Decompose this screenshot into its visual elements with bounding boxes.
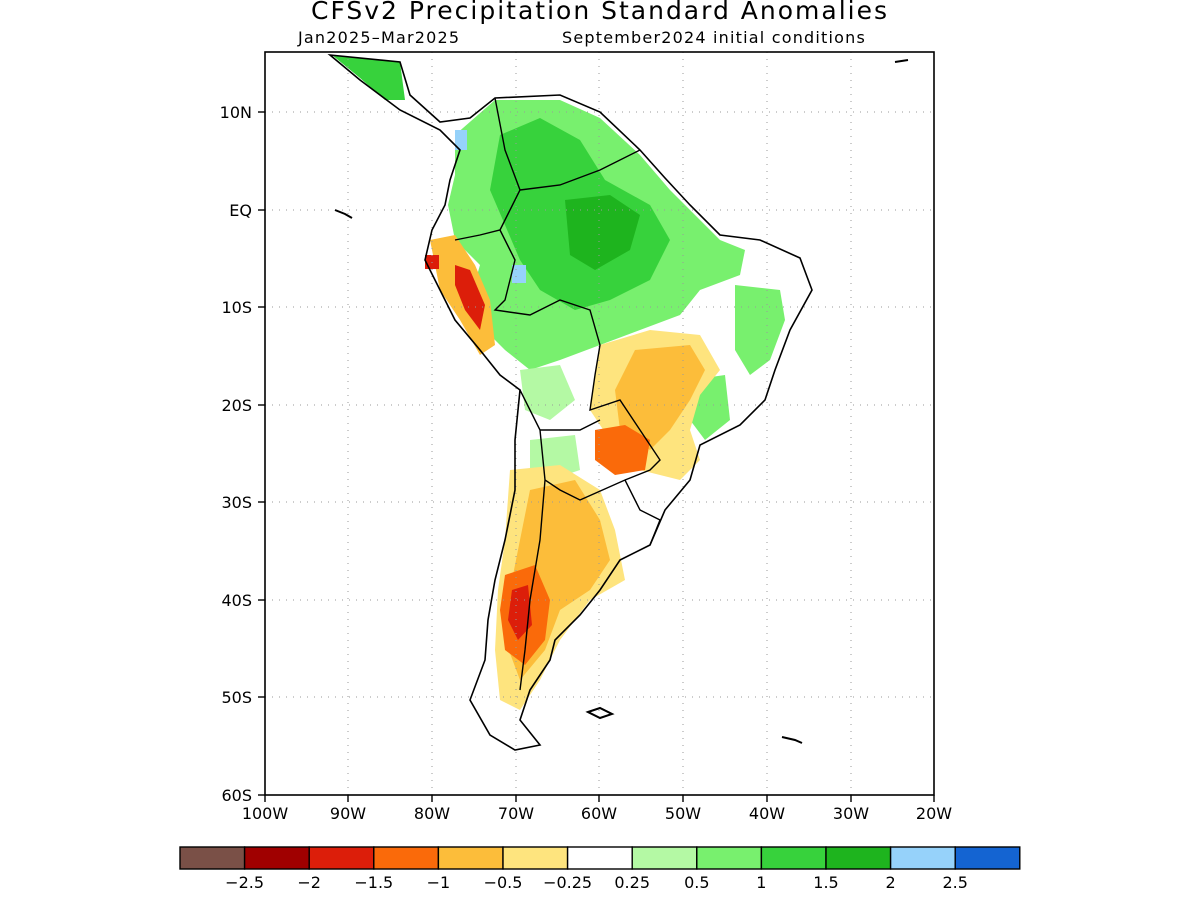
wet-spot-colombia (455, 130, 467, 150)
lon-label: 50W (665, 804, 701, 823)
dry-anomaly-patagonia-core (508, 585, 532, 640)
longitude-labels: 100W 90W 80W 70W 60W 50W 40W 30W 20W (242, 804, 952, 823)
lat-label: 60S (221, 786, 252, 805)
lon-label: 40W (749, 804, 785, 823)
wet-spot-peru (512, 265, 526, 283)
dry-anomaly-paraguay (595, 425, 650, 475)
colorbar-swatch (179, 846, 246, 870)
colorbar-label: 0.5 (684, 873, 709, 892)
caribbean-islands (894, 59, 909, 63)
latitude-labels: 10N EQ 10S 20S 30S 40S 50S 60S (220, 103, 252, 805)
lon-label: 90W (330, 804, 366, 823)
lon-label: 80W (414, 804, 450, 823)
south-georgia (781, 736, 803, 744)
colorbar-swatch (760, 846, 827, 870)
falkland-islands (585, 706, 615, 720)
map-title: CFSv2 Precipitation Standard Anomalies (310, 0, 889, 25)
anomaly-layer (330, 55, 812, 750)
colorbar (179, 846, 1021, 870)
lon-label: 100W (242, 804, 289, 823)
initial-conditions-label: September2024 initial conditions (562, 28, 867, 47)
colorbar-label: 2 (886, 873, 896, 892)
lat-label: 50S (221, 688, 252, 707)
colorbar-label: 2.5 (942, 873, 967, 892)
lat-label: 20S (221, 396, 252, 415)
colorbar-swatch (696, 846, 763, 870)
lon-label: 20W (916, 804, 952, 823)
dry-anomaly-peru-core (455, 265, 485, 330)
colorbar-swatch (308, 846, 375, 870)
lon-label: 70W (498, 804, 534, 823)
lat-label: 10S (221, 298, 252, 317)
axis-ticks (258, 111, 935, 802)
colorbar-label: 1 (756, 873, 766, 892)
colorbar-label: −1.5 (354, 873, 393, 892)
lon-label: 30W (833, 804, 869, 823)
lat-label: 10N (220, 103, 252, 122)
colorbar-swatch (954, 846, 1021, 870)
colorbar-label: −0.25 (543, 873, 592, 892)
galapagos-islands (334, 209, 353, 219)
wet-anomaly-east-brazil (735, 285, 785, 375)
wet-anomaly-bolivia (520, 365, 575, 420)
colorbar-swatch (437, 846, 504, 870)
colorbar-label: −1 (427, 873, 451, 892)
lat-label: EQ (229, 201, 252, 220)
coastline (327, 53, 813, 751)
colorbar-swatch (502, 846, 569, 870)
colorbar-swatch (825, 846, 892, 870)
wet-anomaly-central-america (332, 55, 405, 100)
colorbar-labels: −2.5 −2 −1.5 −1 −0.5 −0.25 0.25 0.5 1 1.5 2 2.5 (225, 873, 968, 892)
colorbar-swatch (566, 846, 633, 870)
colorbar-label: 0.25 (614, 873, 650, 892)
colorbar-swatch (631, 846, 698, 870)
colorbar-label: −0.5 (484, 873, 523, 892)
colorbar-label: 1.5 (813, 873, 838, 892)
lat-label: 40S (221, 591, 252, 610)
colorbar-swatch (889, 846, 956, 870)
season-label: Jan2025–Mar2025 (298, 28, 461, 47)
dry-anomaly-central-brazil-core (615, 345, 705, 450)
wet-anomaly-core (565, 195, 640, 270)
colorbar-label: −2 (297, 873, 321, 892)
lon-label: 60W (581, 804, 617, 823)
colorbar-swatch (243, 846, 310, 870)
colorbar-swatch (373, 846, 440, 870)
country-borders (454, 97, 661, 691)
lat-label: 30S (221, 493, 252, 512)
colorbar-label: −2.5 (225, 873, 264, 892)
